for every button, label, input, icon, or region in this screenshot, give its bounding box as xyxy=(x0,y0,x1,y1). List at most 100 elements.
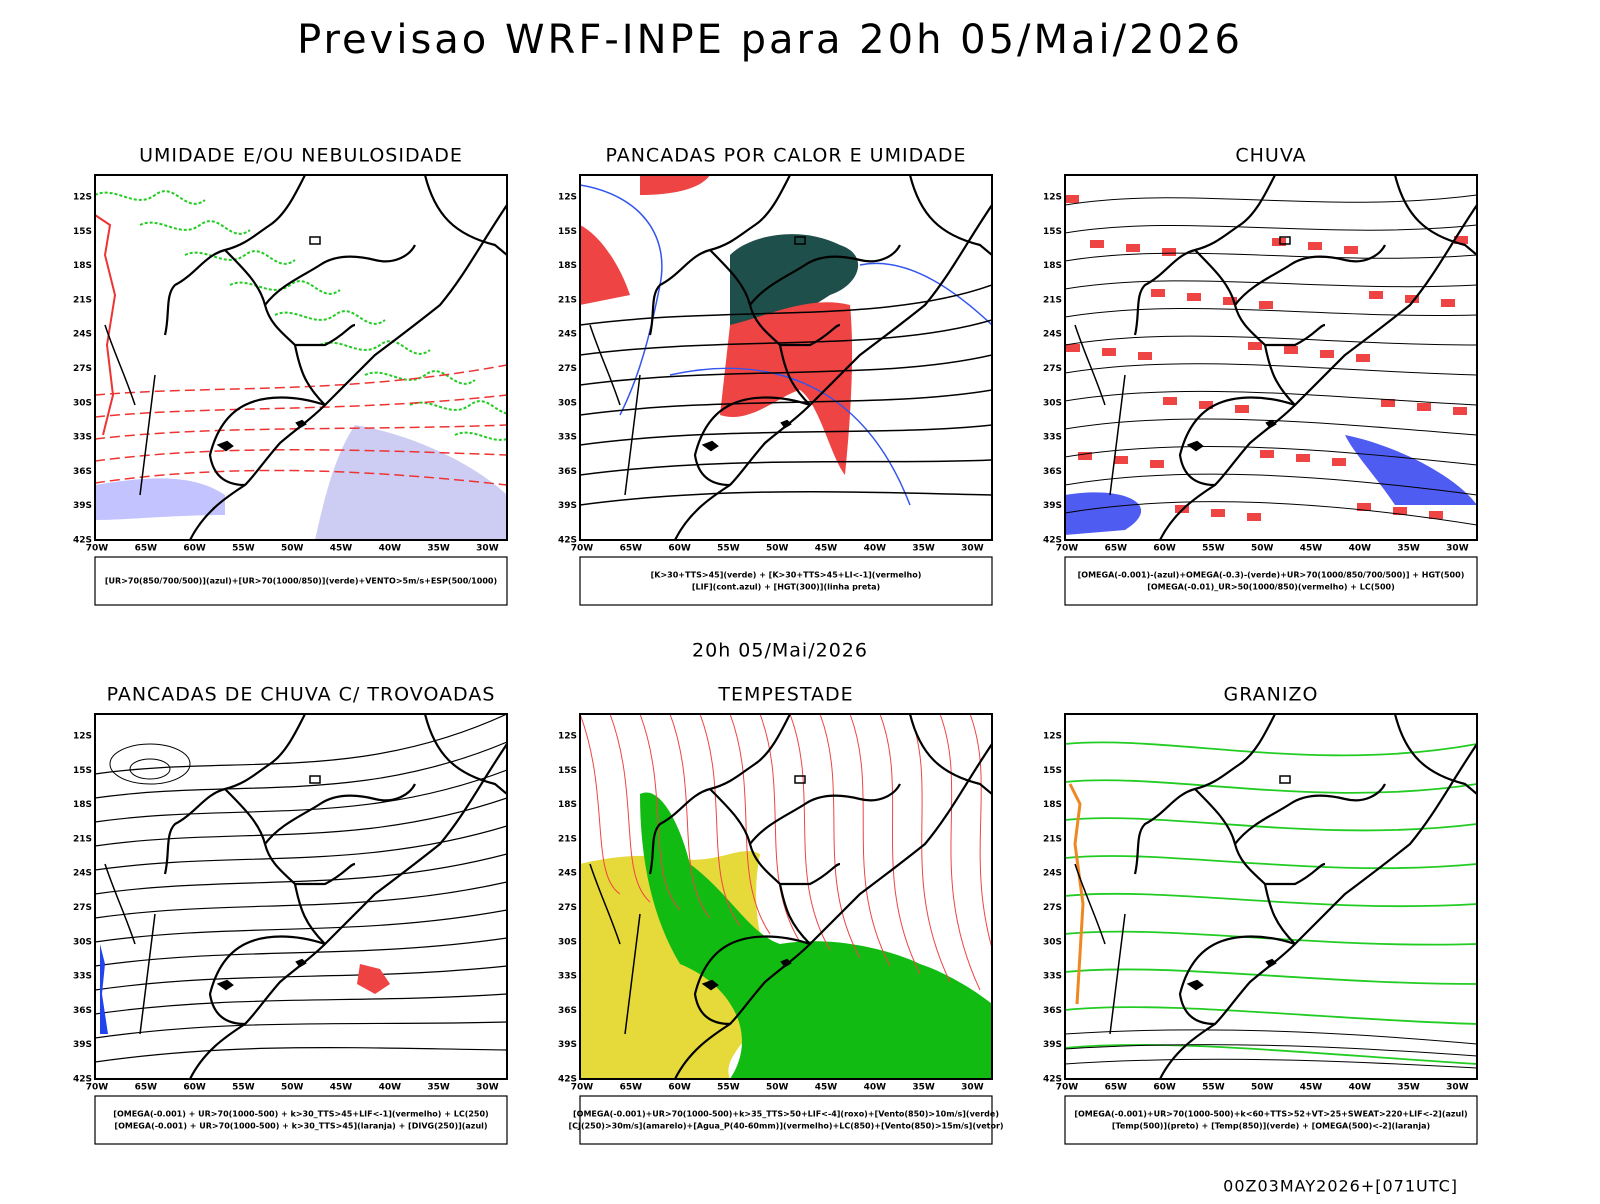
streamline xyxy=(95,853,507,895)
lon-label: 70W xyxy=(1056,1083,1079,1093)
rain-patch xyxy=(1223,297,1237,305)
temp850-line xyxy=(1065,741,1477,757)
lat-label: 24S xyxy=(1043,869,1062,879)
lon-label: 40W xyxy=(1349,1083,1372,1093)
red-area xyxy=(580,175,710,305)
map-frame xyxy=(579,713,993,1080)
lon-label: 30W xyxy=(476,1083,499,1093)
streamline xyxy=(1065,501,1477,526)
lat-label: 36S xyxy=(1043,1006,1062,1016)
streamline xyxy=(1065,194,1477,206)
lon-label: 40W xyxy=(379,1083,402,1093)
legend-text: [OMEGA(-0.01)_UR>50(1000/850)(vermelho) … xyxy=(1147,583,1395,592)
streamline xyxy=(1065,335,1477,346)
map-frame xyxy=(1064,174,1478,541)
rain-patch xyxy=(1150,460,1164,468)
streamline xyxy=(1065,307,1477,318)
lat-label: 21S xyxy=(558,295,577,305)
green-area xyxy=(640,792,992,1079)
rain-patch xyxy=(1417,403,1431,411)
legend-text: [OMEGA(-0.001) + UR>70(1000-500) + k>30_… xyxy=(113,1110,488,1119)
lat-label: 24S xyxy=(1043,330,1062,340)
rain-patch xyxy=(1369,291,1383,299)
rain-patch xyxy=(1296,454,1310,462)
red-area xyxy=(357,964,390,994)
lat-label: 39S xyxy=(558,1040,577,1050)
rain-patch xyxy=(1453,407,1467,415)
lat-label: 27S xyxy=(1043,903,1062,913)
rain-patch xyxy=(1162,248,1176,256)
lat-label: 39S xyxy=(1043,1040,1062,1050)
streamline xyxy=(95,741,507,799)
red-contour xyxy=(819,714,861,959)
streamline xyxy=(1065,363,1477,376)
lon-label: 45W xyxy=(815,544,838,554)
lon-label: 70W xyxy=(571,1083,594,1093)
lat-label: 33S xyxy=(73,433,92,443)
streamline xyxy=(95,1046,507,1063)
wind-area xyxy=(95,478,225,520)
lon-label: 50W xyxy=(281,544,304,554)
red-contour xyxy=(580,714,621,895)
lon-label: 30W xyxy=(961,544,984,554)
rain-patch xyxy=(1187,293,1201,301)
lon-label: 60W xyxy=(668,544,691,554)
streamline xyxy=(95,881,507,919)
lat-label: 15S xyxy=(1043,227,1062,237)
red-area xyxy=(720,302,853,475)
main-title: Previsao WRF-INPE para 20h 05/Mai/2026 xyxy=(297,17,1243,63)
lon-label: 50W xyxy=(1251,1083,1274,1093)
lat-label: 27S xyxy=(558,903,577,913)
lat-label: 39S xyxy=(73,501,92,511)
lat-label: 30S xyxy=(1043,398,1062,408)
omega-area xyxy=(1065,435,1477,535)
lat-label: 33S xyxy=(1043,972,1062,982)
rain-patch xyxy=(1284,346,1298,354)
lon-label: 55W xyxy=(717,1083,740,1093)
lat-label: 33S xyxy=(73,972,92,982)
lat-label: 24S xyxy=(558,869,577,879)
lat-label: 42S xyxy=(1043,536,1062,546)
red-contour xyxy=(95,214,117,436)
lon-label: 35W xyxy=(912,544,935,554)
lon-label: 60W xyxy=(183,1083,206,1093)
legend-text: [Temp(500)](preto) + [Temp(850)](verde) … xyxy=(1112,1122,1430,1131)
lat-label: 30S xyxy=(558,398,577,408)
lat-label: 42S xyxy=(73,1075,92,1085)
lon-label: 65W xyxy=(620,1083,643,1093)
lat-label: 15S xyxy=(558,227,577,237)
lon-label: 50W xyxy=(1251,544,1274,554)
red-contour xyxy=(789,714,831,951)
lon-label: 45W xyxy=(1300,1083,1323,1093)
lon-label: 35W xyxy=(912,1083,935,1093)
lat-label: 21S xyxy=(73,295,92,305)
rain-patch xyxy=(1235,405,1249,413)
hgt-line xyxy=(580,424,992,446)
lat-label: 12S xyxy=(558,193,577,203)
orange-area xyxy=(1068,783,1085,1005)
lat-label: 33S xyxy=(558,972,577,982)
legend-text: [OMEGA(-0.001) + UR>70(1000-500) + k>30_… xyxy=(114,1122,487,1131)
map-area xyxy=(1065,175,1477,540)
rain-patch xyxy=(1102,348,1116,356)
lat-label: 15S xyxy=(1043,766,1062,776)
lat-label: 30S xyxy=(73,398,92,408)
streamline xyxy=(95,825,507,871)
lat-label: 36S xyxy=(1043,467,1062,477)
streamline xyxy=(1065,418,1477,436)
red-contour xyxy=(669,714,711,919)
legend-text: [CJ(250)>30m/s](amarelo)+[Agua_P(40-60mm… xyxy=(568,1122,1003,1131)
panel-title: CHUVA xyxy=(1235,145,1306,167)
lat-label: 33S xyxy=(558,433,577,443)
rain-patch xyxy=(1332,458,1346,466)
streamline xyxy=(1065,224,1477,234)
map-panel: GRANIZO 12S 15S 18S 21S 24S 27S 30S 33S 36S 39S 42S… xyxy=(1043,684,1478,1145)
lon-label: 40W xyxy=(864,544,887,554)
lon-label: 40W xyxy=(864,1083,887,1093)
map-panel: PANCADAS POR CALOR E UMIDADE 12S 15S 18S 21S… xyxy=(558,145,993,606)
legend-box xyxy=(579,556,993,606)
legend-text: [OMEGA(-0.001)+UR>70(1000-500)+k>35_TTS>… xyxy=(573,1110,999,1119)
red-contour xyxy=(969,714,992,950)
streamline xyxy=(95,993,507,1015)
